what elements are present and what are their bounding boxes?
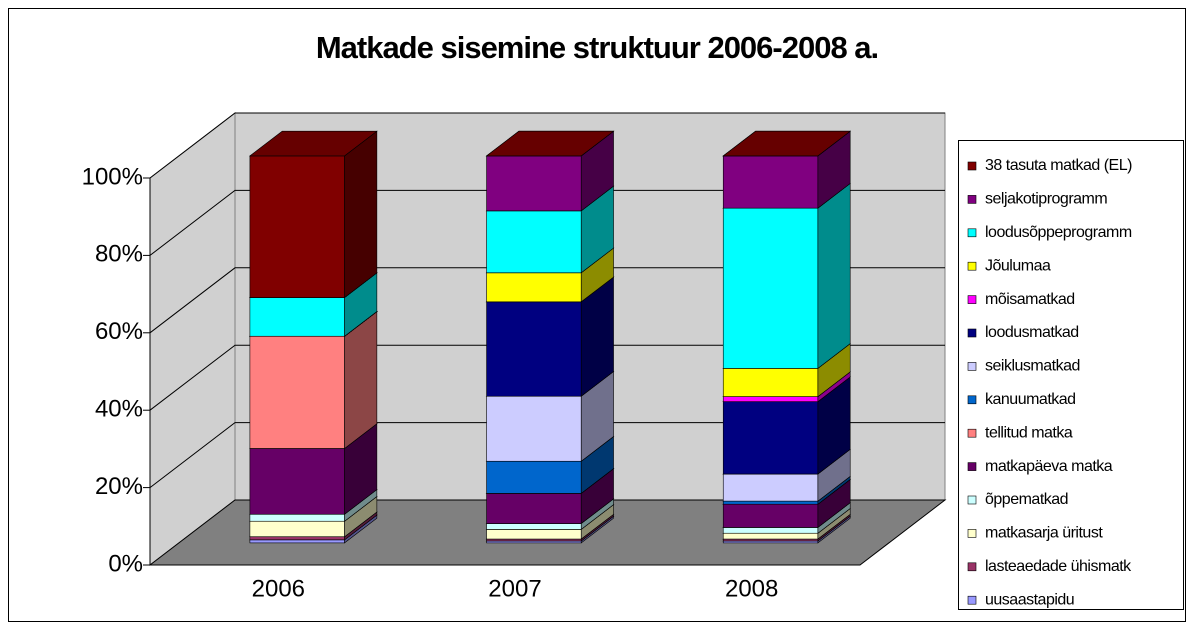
legend-swatch [967,462,977,471]
bar [486,460,582,494]
legend-label: õppematkad [985,491,1068,508]
legend-swatch [967,428,977,438]
legend-swatch [967,362,977,371]
y-tick-label: 0% [108,550,143,577]
bar [722,396,819,402]
legend-label: matkasarja üritust [985,525,1103,542]
bar [722,503,819,528]
bar-top [485,130,615,157]
x-tick-label: 2007 [488,575,541,602]
legend-label: loodusõppeprogramm [985,224,1132,241]
bar [486,301,582,397]
grid-line [149,267,945,334]
bar [249,448,345,515]
bar [486,210,582,274]
bar [249,536,345,541]
legend-swatch [967,261,977,271]
bar [249,297,345,337]
legend-label: Jõulumaa [985,257,1051,274]
legend [958,140,1184,610]
bar [722,401,819,475]
bar [722,368,819,397]
legend-swatch [967,529,977,538]
legend-label: matkapäeva matka [985,458,1113,475]
bar-top [249,130,378,157]
x-tick-label: 2008 [725,575,778,602]
legend-label: 38 tasuta matkad (EL) [985,157,1132,174]
legend-swatch [967,495,977,505]
bar-side [817,182,851,369]
bar [249,335,345,449]
bar [722,473,819,502]
bar [249,539,345,544]
y-tick-label: 80% [95,241,143,268]
bar [722,207,819,369]
legend-label: loodusmatkad [985,324,1079,341]
legend-label: lasteaedade ühismatk [985,558,1132,575]
legend-swatch [967,328,977,338]
bar [249,513,345,522]
side-wall [149,111,236,567]
bar [249,155,345,298]
legend-swatch [967,228,977,238]
y-tick-label: 60% [95,318,143,345]
legend-swatch [967,595,977,605]
bar [486,395,582,462]
legend-label: mõisamatkad [985,291,1075,308]
legend-swatch [967,195,977,204]
bar [722,155,819,209]
legend-label: seiklusmatkad [985,358,1080,375]
bar-top [722,130,852,157]
legend-swatch [967,562,977,572]
bar [486,272,582,303]
grid-line [149,189,945,256]
legend-label: kanuumatkad [985,391,1076,408]
bar-side [344,130,378,299]
chart-title: Matkade sisemine struktuur 2006-2008 a. [316,30,878,65]
grid-line [149,344,945,411]
legend-label: uusaastapidu [985,591,1074,608]
legend-swatch [967,295,977,304]
bar [249,520,345,538]
bar [486,523,582,530]
bar [486,529,582,540]
bar [486,155,582,212]
bar [722,500,819,505]
grid-line [149,112,945,179]
x-tick-label: 2006 [252,575,305,602]
y-tick-label: 40% [95,396,143,423]
legend-swatch [967,161,977,171]
bar [722,527,819,534]
bar [722,532,819,540]
bar [486,493,582,524]
legend-label: tellitud matka [985,424,1073,441]
legend-swatch [967,395,977,405]
y-tick-label: 20% [95,473,143,500]
grid-line [149,422,945,488]
y-tick-label: 100% [82,163,143,190]
legend-label: seljakotiprogramm [985,191,1107,208]
